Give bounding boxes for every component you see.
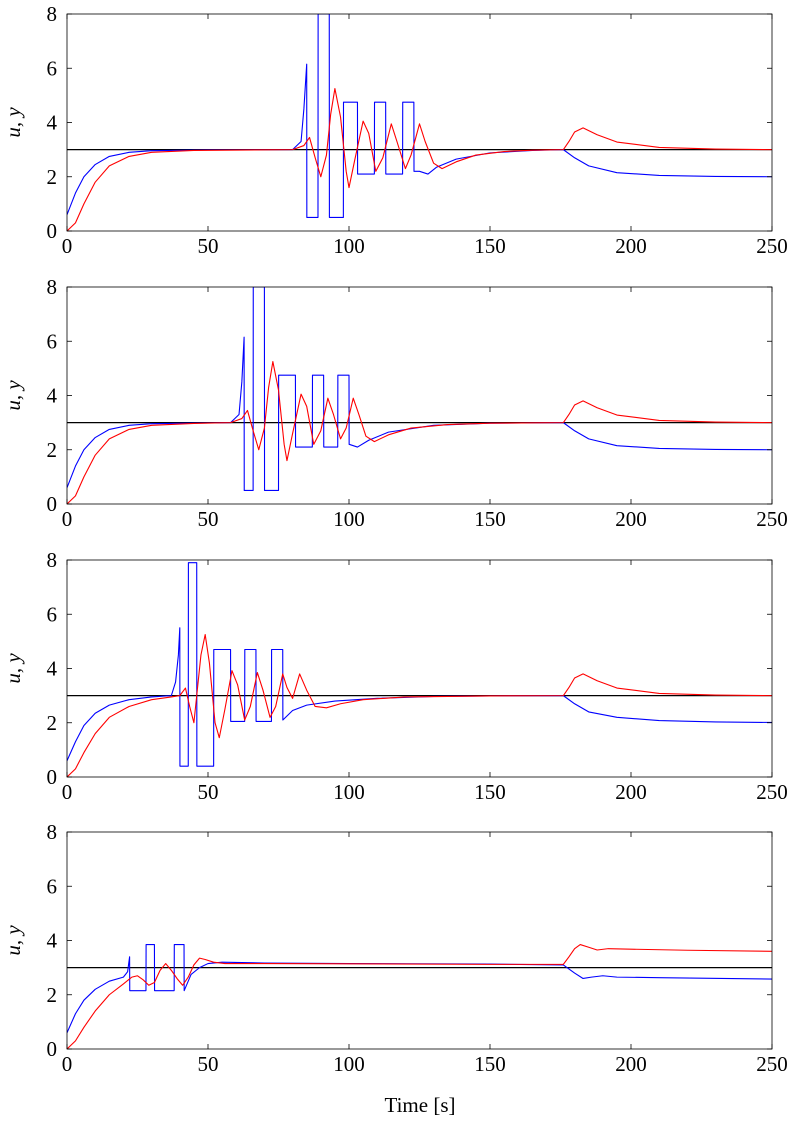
x-tick-label: 150 <box>474 1052 506 1076</box>
series-line-y <box>67 361 772 504</box>
y-tick-label: 4 <box>47 657 58 681</box>
y-axis-label: u, y <box>1 380 25 411</box>
plot-frame <box>66 831 773 1050</box>
series-line-u <box>67 287 772 491</box>
plot-area <box>67 562 772 777</box>
y-tick-label: 8 <box>47 820 58 844</box>
y-tick-label: 4 <box>47 384 58 408</box>
y-axis-label: u, y <box>1 653 25 684</box>
y-axis-label: u, y <box>1 925 25 956</box>
x-tick-label: 150 <box>474 234 506 258</box>
y-tick-label: 2 <box>47 438 58 462</box>
series-line-y <box>67 634 772 777</box>
y-tick-label: 2 <box>47 711 58 735</box>
series-line-u <box>67 562 772 767</box>
y-axis-label: u, y <box>1 107 25 138</box>
y-tick-label: 4 <box>47 929 58 953</box>
x-tick-label: 250 <box>756 234 788 258</box>
x-tick-label: 0 <box>62 507 73 531</box>
x-tick-label: 50 <box>198 507 219 531</box>
plot-frame <box>66 286 773 505</box>
y-tick-label: 0 <box>47 492 58 516</box>
x-tick-label: 200 <box>615 234 647 258</box>
x-tick-label: 0 <box>62 1052 73 1076</box>
y-tick-label: 8 <box>47 548 58 572</box>
plot-frame <box>66 559 773 778</box>
series-line-u <box>67 944 772 1033</box>
x-tick-label: 0 <box>62 234 73 258</box>
y-tick-label: 0 <box>47 219 58 243</box>
y-tick-label: 8 <box>47 275 58 299</box>
plot-frame <box>66 13 773 232</box>
series-line-u <box>67 14 772 218</box>
plot-area <box>67 944 772 1049</box>
x-tick-label: 100 <box>333 1052 365 1076</box>
y-tick-label: 2 <box>47 165 58 189</box>
plot-area <box>67 287 772 504</box>
y-tick-label: 0 <box>47 1037 58 1061</box>
series-line-y <box>67 88 772 231</box>
x-tick-label: 200 <box>615 507 647 531</box>
y-tick-label: 6 <box>47 602 58 626</box>
x-tick-label: 100 <box>333 780 365 804</box>
chart-panel-4: 0 50 100 150 200 250 0 2 4 6 8 u, y <box>1 820 788 1076</box>
plot-area <box>67 14 772 231</box>
y-tick-label: 4 <box>47 111 58 135</box>
x-tick-label: 200 <box>615 1052 647 1076</box>
y-tick-label: 6 <box>47 329 58 353</box>
x-tick-label: 150 <box>474 780 506 804</box>
chart-panel-1: 0 50 100 150 200 250 0 2 4 6 8 u, y <box>1 2 788 258</box>
chart-panel-3: 0 50 100 150 200 250 0 2 4 6 8 u, y <box>1 548 788 804</box>
x-tick-label: 50 <box>198 234 219 258</box>
x-tick-label: 100 <box>333 234 365 258</box>
x-tick-label: 50 <box>198 1052 219 1076</box>
x-tick-label: 200 <box>615 780 647 804</box>
y-tick-label: 6 <box>47 56 58 80</box>
x-tick-label: 250 <box>756 507 788 531</box>
y-tick-label: 6 <box>47 874 58 898</box>
y-tick-label: 0 <box>47 765 58 789</box>
x-tick-label: 250 <box>756 780 788 804</box>
x-tick-label: 250 <box>756 1052 788 1076</box>
x-axis-label: Time [s] <box>385 1093 456 1117</box>
y-tick-label: 8 <box>47 2 58 26</box>
chart-panel-2: 0 50 100 150 200 250 0 2 4 6 8 u, y <box>1 275 788 531</box>
series-line-y <box>67 944 772 1049</box>
x-tick-label: 100 <box>333 507 365 531</box>
x-tick-label: 50 <box>198 780 219 804</box>
y-tick-label: 2 <box>47 983 58 1007</box>
x-tick-label: 0 <box>62 780 73 804</box>
x-tick-label: 150 <box>474 507 506 531</box>
